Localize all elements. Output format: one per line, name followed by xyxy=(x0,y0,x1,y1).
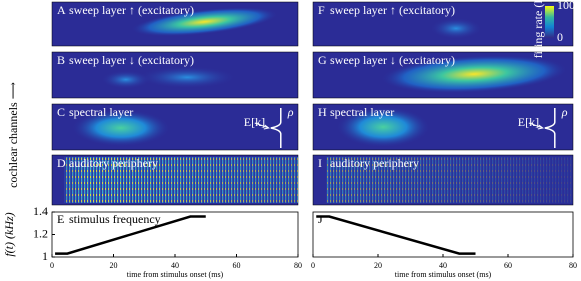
panel-title: spectral layer xyxy=(330,105,394,119)
activity-blob xyxy=(71,109,171,147)
panel-letter: B xyxy=(57,53,65,67)
plot-frame xyxy=(51,211,299,258)
annotation-arrow xyxy=(254,122,270,130)
y-axis-label: f(t) (kHz) xyxy=(2,212,16,256)
panel-letter: D xyxy=(57,156,66,170)
periphery-pattern xyxy=(326,157,573,203)
colorbar-tick-label: 0 xyxy=(557,30,563,44)
panel-letter: G xyxy=(318,53,327,67)
panel-letter: J xyxy=(318,212,323,226)
distribution-curve xyxy=(544,108,556,148)
x-axis-label: time from stimulus onset (ms) xyxy=(395,270,492,279)
activity-blob xyxy=(138,66,237,89)
y-tick-label: 1 xyxy=(42,249,48,263)
annotation: ρ xyxy=(287,105,294,119)
x-tick-label: 60 xyxy=(504,261,512,270)
panel-title: spectral layer xyxy=(69,105,133,119)
panel-title: sweep layer ↓ (excitatory) xyxy=(69,53,194,67)
panel-letter: A xyxy=(57,3,66,17)
x-tick-label: 80 xyxy=(569,261,577,270)
distribution-curve xyxy=(270,108,282,148)
panel-title: stimulus frequency xyxy=(69,212,161,226)
activity-blob xyxy=(430,17,482,39)
y-tick-label: 1.2 xyxy=(33,226,48,240)
panel-letter: H xyxy=(318,105,327,119)
panel-letter: E xyxy=(57,212,64,226)
panel-title: auditory periphery xyxy=(330,156,419,170)
x-tick-label: 60 xyxy=(233,261,241,270)
line xyxy=(55,215,206,255)
panel-title: sweep layer ↑ (excitatory) xyxy=(69,3,194,17)
y-tick-label: 1.4 xyxy=(33,204,48,218)
x-tick-label: 40 xyxy=(439,261,447,270)
activity-blob xyxy=(380,55,568,94)
x-tick-label: 20 xyxy=(374,261,382,270)
panel-title: sweep layer ↑ (excitatory) xyxy=(330,3,455,17)
x-tick-label: 0 xyxy=(50,261,54,270)
x-tick-label: 80 xyxy=(294,261,302,270)
activity-blob xyxy=(336,106,431,148)
annotation: E[k] xyxy=(518,115,539,129)
annotation: E[k] xyxy=(244,115,265,129)
annotation-arrow xyxy=(528,122,544,130)
x-axis-label: time from stimulus onset (ms) xyxy=(127,270,224,279)
line xyxy=(316,215,476,255)
colorbar-tick-label: 100 xyxy=(557,0,575,12)
x-tick-label: 20 xyxy=(110,261,118,270)
x-tick-label: 40 xyxy=(171,261,179,270)
panel-title: sweep layer ↓ (excitatory) xyxy=(330,53,455,67)
panel-title: auditory periphery xyxy=(69,156,158,170)
y-axis-label: cochlear channels ⟶ xyxy=(6,82,20,188)
panel-letter: I xyxy=(318,156,322,170)
periphery-pattern xyxy=(64,157,298,203)
colorbar-label: firing rate (Hz) xyxy=(531,0,545,58)
colorbar xyxy=(545,6,554,38)
annotation: ρ xyxy=(561,105,568,119)
activity-blob xyxy=(131,7,278,37)
x-tick-label: 0 xyxy=(311,261,315,270)
panel-letter: C xyxy=(57,105,65,119)
panel-letter: F xyxy=(318,3,325,17)
activity-blob xyxy=(101,70,151,89)
